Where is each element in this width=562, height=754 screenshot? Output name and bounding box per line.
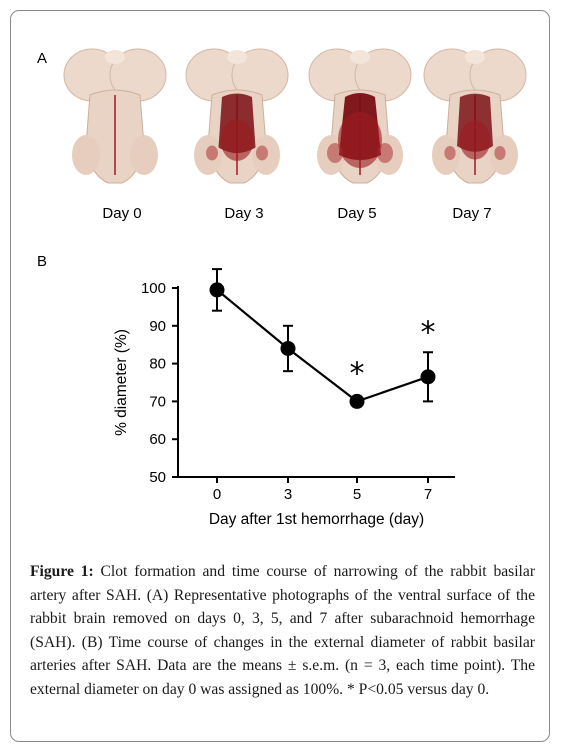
- data-point: [280, 340, 296, 356]
- brain-drawing: [423, 48, 527, 184]
- y-tick-label: 100: [141, 280, 166, 297]
- brain-photo-day0: [63, 48, 167, 184]
- photo-label-day0: Day 0: [102, 205, 142, 222]
- photo-label-day5: Day 5: [337, 205, 377, 222]
- data-point: [420, 369, 436, 385]
- brain-drawing: [63, 48, 167, 184]
- panel-b-label: B: [37, 253, 48, 270]
- data-point: [349, 393, 365, 409]
- brain-drawing: [308, 48, 412, 184]
- caption-text: Clot formation and time course of narrow…: [30, 563, 536, 698]
- axes: 50 60 70 80 90 100 0 3 5 7: [141, 280, 455, 503]
- brain-drawing: [185, 48, 289, 184]
- series-line: [216, 289, 429, 403]
- brain-photo-day5: [308, 48, 412, 184]
- y-tick-label: 80: [149, 356, 166, 373]
- x-tick-label: 5: [353, 486, 361, 503]
- caption-title: Figure 1:: [30, 563, 94, 580]
- y-tick-label: 60: [149, 431, 166, 448]
- x-tick-label: 0: [213, 486, 221, 503]
- figure-caption: Figure 1: Clot formation and time course…: [30, 560, 535, 702]
- data-point: [209, 282, 225, 298]
- x-tick-label: 7: [424, 486, 432, 503]
- photo-label-day7: Day 7: [452, 205, 492, 222]
- brain-photo-day3: [185, 48, 289, 184]
- panel-a-label: A: [37, 50, 48, 67]
- y-axis-label: % diameter (%): [113, 329, 130, 436]
- photo-label-day3: Day 3: [224, 205, 264, 222]
- brain-photos: [60, 45, 527, 185]
- x-tick-label: 3: [284, 486, 292, 503]
- significance-marker: *: [350, 356, 365, 391]
- y-tick-label: 70: [149, 393, 166, 410]
- brain-photo-day7: [423, 48, 527, 184]
- y-tick-label: 50: [149, 469, 166, 486]
- x-axis-label: Day after 1st hemorrhage (day): [209, 511, 424, 528]
- y-tick-label: 90: [149, 318, 166, 335]
- significance-marker: *: [421, 315, 436, 350]
